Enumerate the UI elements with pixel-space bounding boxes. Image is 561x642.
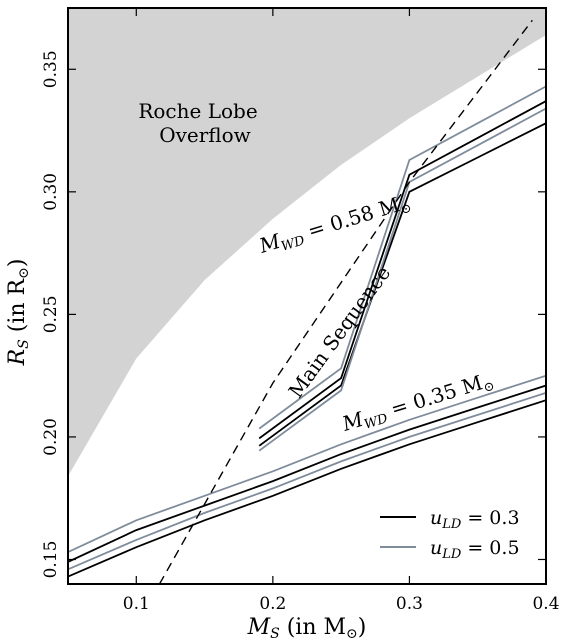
x-tick-label-1: 0.2	[259, 594, 286, 614]
roche-overflow-region	[68, 8, 546, 477]
group-label-058-sun: ⊙	[399, 201, 414, 219]
group-label-035-sun: ⊙	[482, 379, 497, 397]
legend-label-0-main: u	[430, 507, 442, 529]
main-sequence-line	[158, 19, 533, 584]
series-line-g1-s0	[68, 384, 546, 563]
series-line-g1-s1	[68, 399, 546, 578]
series-line-g0-s1	[258, 122, 546, 447]
main-sequence-label: Main Sequence	[283, 261, 395, 402]
y-tick-label-0: 0.15	[41, 541, 61, 579]
y-axis-label-sun: ⊙	[16, 267, 32, 279]
x-tick-label-0: 0.1	[123, 594, 150, 614]
series-line-g1-s3	[68, 391, 546, 571]
x-axis-label-sun: ⊙	[346, 626, 358, 642]
group-label-035-value: = 0.35 M	[382, 370, 485, 422]
x-axis-label: MS (in M⊙)	[247, 615, 367, 642]
group-label-058-sub: WD	[280, 233, 308, 254]
series-layer	[68, 85, 546, 578]
legend-label-0: uLD = 0.3	[430, 507, 520, 532]
y-axis-label-rest: (in R	[5, 277, 30, 339]
series-line-g0-s2	[258, 85, 546, 430]
roche-label-line1: Roche Lobe	[138, 99, 257, 123]
legend-label-0-value: = 0.3	[461, 507, 519, 529]
y-tick-label-2: 0.25	[41, 295, 61, 333]
legend-label-1-value: = 0.5	[461, 537, 519, 559]
group-label-035-sub: WD	[363, 411, 391, 432]
x-axis-label-sub: S	[270, 626, 280, 642]
y-axis-label: RS (in R⊙)	[5, 259, 32, 367]
group-label-058-value: = 0.58 M	[299, 192, 402, 244]
x-tick-label-2: 0.3	[396, 594, 423, 614]
y-tick-label-1: 0.20	[41, 418, 61, 456]
legend-label-0-sub: LD	[441, 517, 462, 532]
x-axis-label-rest: (in M	[280, 615, 346, 640]
group-label-035-main: M	[338, 407, 366, 436]
y-tick-label-4: 0.35	[41, 50, 61, 88]
series-line-g1-s2	[68, 374, 546, 553]
series-line-g0-s0	[258, 100, 546, 440]
group-label-058-main: M	[255, 229, 283, 258]
legend: uLD = 0.3 uLD = 0.5	[380, 507, 520, 562]
y-axis-label-sub: S	[16, 339, 32, 349]
x-axis-label-main: M	[247, 615, 271, 640]
y-axis-label-main: R	[5, 349, 30, 367]
y-tick-label-3: 0.30	[41, 173, 61, 211]
roche-label-line2: Overflow	[159, 123, 251, 147]
legend-label-1: uLD = 0.5	[430, 537, 520, 562]
group-label-035: MWD = 0.35 M⊙	[338, 367, 496, 439]
legend-label-1-sub: LD	[441, 547, 462, 562]
plot-area	[68, 8, 546, 584]
ticks-layer: 0.1 0.2 0.3 0.4 0.15 0.20 0.25 0.30 0.35	[41, 8, 560, 614]
x-tick-label-3: 0.4	[532, 594, 559, 614]
plot-frame	[67, 7, 547, 585]
legend-label-1-main: u	[430, 537, 442, 559]
y-axis-label-close: )	[5, 259, 30, 268]
x-axis-label-close: )	[358, 615, 367, 640]
